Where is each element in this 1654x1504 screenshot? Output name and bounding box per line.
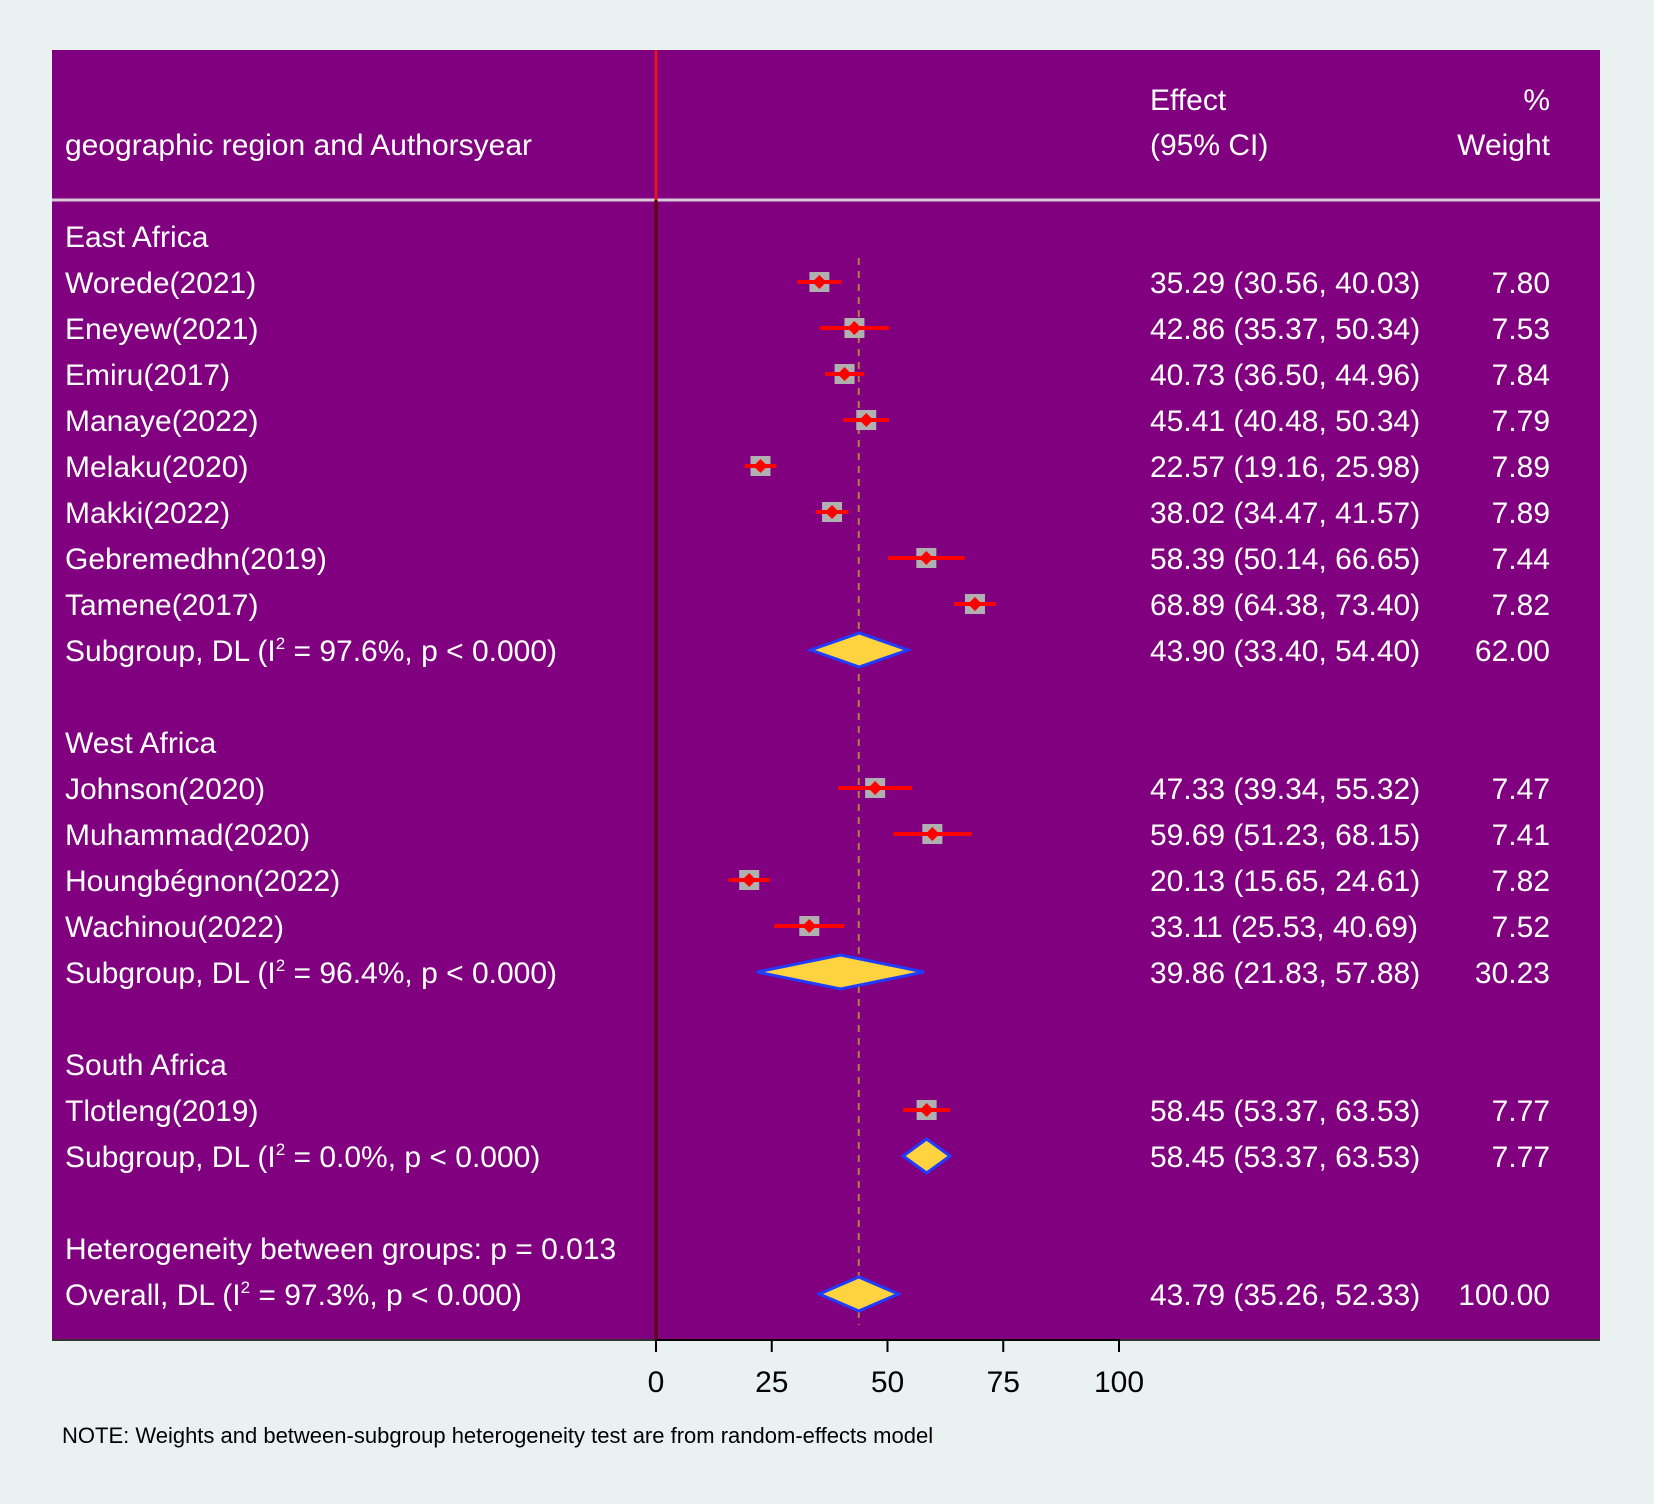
weight-value: 7.80 [1492, 267, 1550, 300]
effect-ci: 68.89 (64.38, 73.40) [1150, 589, 1420, 622]
weight-value: 7.52 [1492, 911, 1550, 944]
subgroup-weight: 7.77 [1492, 1141, 1550, 1174]
effect-ci: 40.73 (36.50, 44.96) [1150, 359, 1420, 392]
subgroup-effect-ci: 58.45 (53.37, 63.53) [1150, 1141, 1420, 1174]
effect-ci: 45.41 (40.48, 50.34) [1150, 405, 1420, 438]
footnote: NOTE: Weights and between-subgroup heter… [62, 1423, 933, 1448]
x-tick-label: 0 [648, 1366, 665, 1399]
effect-ci: 20.13 (15.65, 24.61) [1150, 865, 1420, 898]
x-tick-label: 100 [1094, 1366, 1144, 1399]
subgroup-effect-ci: 43.90 (33.40, 54.40) [1150, 635, 1420, 668]
x-tick-label: 75 [987, 1366, 1020, 1399]
point-estimate [825, 505, 840, 519]
study-label: Tlotleng(2019) [65, 1095, 258, 1128]
study-label: Melaku(2020) [65, 451, 248, 484]
subgroup-label-prefix: Subgroup, DL (I [65, 957, 276, 990]
weight-value: 7.82 [1492, 865, 1550, 898]
point-estimate [919, 1103, 934, 1117]
study-label: Makki(2022) [65, 497, 230, 530]
heterogeneity-text: Heterogeneity between groups: p = 0.013 [65, 1233, 616, 1266]
subgroup-label: Subgroup, DL (I2 = 96.4%, p < 0.000) [65, 956, 557, 990]
overall-label-superscript: 2 [241, 1278, 250, 1297]
point-estimate [919, 551, 934, 565]
effect-ci: 47.33 (39.34, 55.32) [1150, 773, 1420, 806]
x-tick-label: 25 [755, 1366, 788, 1399]
subgroup-label: Subgroup, DL (I2 = 97.6%, p < 0.000) [65, 634, 557, 668]
header-effect-line2: (95% CI) [1150, 129, 1268, 162]
subgroup-effect-ci: 39.86 (21.83, 57.88) [1150, 957, 1420, 990]
weight-value: 7.79 [1492, 405, 1550, 438]
study-label: Eneyew(2021) [65, 313, 258, 346]
overall-label: Overall, DL (I2 = 97.3%, p < 0.000) [65, 1278, 522, 1312]
subgroup-diamond [756, 953, 925, 991]
subgroup-label-superscript: 2 [276, 956, 285, 975]
weight-value: 7.89 [1492, 451, 1550, 484]
forest-rows: East Africa Worede(2021) 35.29 (30.56, 40.… [65, 221, 1550, 1313]
subgroup-label-suffix: = 0.0%, p < 0.000) [285, 1141, 540, 1174]
weight-value: 7.77 [1492, 1095, 1550, 1128]
study-label: Wachinou(2022) [65, 911, 284, 944]
study-label: Gebremedhn(2019) [65, 543, 327, 576]
study-label: Houngbégnon(2022) [65, 865, 340, 898]
effect-ci: 59.69 (51.23, 68.15) [1150, 819, 1420, 852]
x-axis: 0 25 50 75 100 [648, 1339, 1144, 1399]
effect-ci: 58.45 (53.37, 63.53) [1150, 1095, 1420, 1128]
subgroup-label-superscript: 2 [276, 634, 285, 653]
group-header: East Africa [65, 221, 209, 254]
header-weight-line1: % [1523, 84, 1550, 117]
subgroup-label-suffix: = 97.6%, p < 0.000) [285, 635, 557, 668]
study-label: Johnson(2020) [65, 773, 265, 806]
group-header: South Africa [65, 1049, 227, 1082]
point-estimate [967, 597, 982, 611]
study-label: Worede(2021) [65, 267, 256, 300]
point-estimate [812, 275, 827, 289]
point-estimate [847, 321, 862, 335]
header-label: geographic region and Authorsyear [65, 129, 532, 162]
overall-label-suffix: = 97.3%, p < 0.000) [250, 1279, 522, 1312]
point-estimate [837, 367, 852, 381]
plot-panel [52, 50, 1600, 1340]
weight-value: 7.53 [1492, 313, 1550, 346]
overall-diamond [815, 1275, 903, 1313]
subgroup-label: Subgroup, DL (I2 = 0.0%, p < 0.000) [65, 1140, 540, 1174]
subgroup-weight: 30.23 [1475, 957, 1550, 990]
study-label: Muhammad(2020) [65, 819, 310, 852]
weight-value: 7.44 [1492, 543, 1550, 576]
weight-value: 7.82 [1492, 589, 1550, 622]
study-label: Emiru(2017) [65, 359, 230, 392]
header-weight-line2: Weight [1457, 129, 1550, 162]
subgroup-diamond [900, 1137, 953, 1175]
study-label: Manaye(2022) [65, 405, 258, 438]
subgroup-label-prefix: Subgroup, DL (I [65, 635, 276, 668]
point-estimate [868, 781, 883, 795]
point-estimate [925, 827, 940, 841]
weight-value: 7.84 [1492, 359, 1550, 392]
effect-ci: 22.57 (19.16, 25.98) [1150, 451, 1420, 484]
overall-effect-ci: 43.79 (35.26, 52.33) [1150, 1279, 1420, 1312]
weight-value: 7.41 [1492, 819, 1550, 852]
subgroup-label-prefix: Subgroup, DL (I [65, 1141, 276, 1174]
effect-ci: 38.02 (34.47, 41.57) [1150, 497, 1420, 530]
effect-ci: 35.29 (30.56, 40.03) [1150, 267, 1420, 300]
overall-label-prefix: Overall, DL (I [65, 1279, 241, 1312]
x-tick-label: 50 [871, 1366, 904, 1399]
point-estimate [753, 459, 768, 473]
point-estimate [859, 413, 874, 427]
effect-ci: 42.86 (35.37, 50.34) [1150, 313, 1420, 346]
study-label: Tamene(2017) [65, 589, 258, 622]
header-effect-line1: Effect [1150, 84, 1227, 117]
subgroup-diamond [806, 631, 913, 669]
subgroup-label-suffix: = 96.4%, p < 0.000) [285, 957, 557, 990]
effect-ci: 58.39 (50.14, 66.65) [1150, 543, 1420, 576]
subgroup-label-superscript: 2 [276, 1140, 285, 1159]
overall-weight: 100.00 [1458, 1279, 1550, 1312]
weight-value: 7.47 [1492, 773, 1550, 806]
group-header: West Africa [65, 727, 216, 760]
point-estimate [802, 919, 817, 933]
point-estimate [742, 873, 757, 887]
effect-ci: 33.11 (25.53, 40.69) [1150, 911, 1418, 944]
subgroup-weight: 62.00 [1475, 635, 1550, 668]
weight-value: 7.89 [1492, 497, 1550, 530]
